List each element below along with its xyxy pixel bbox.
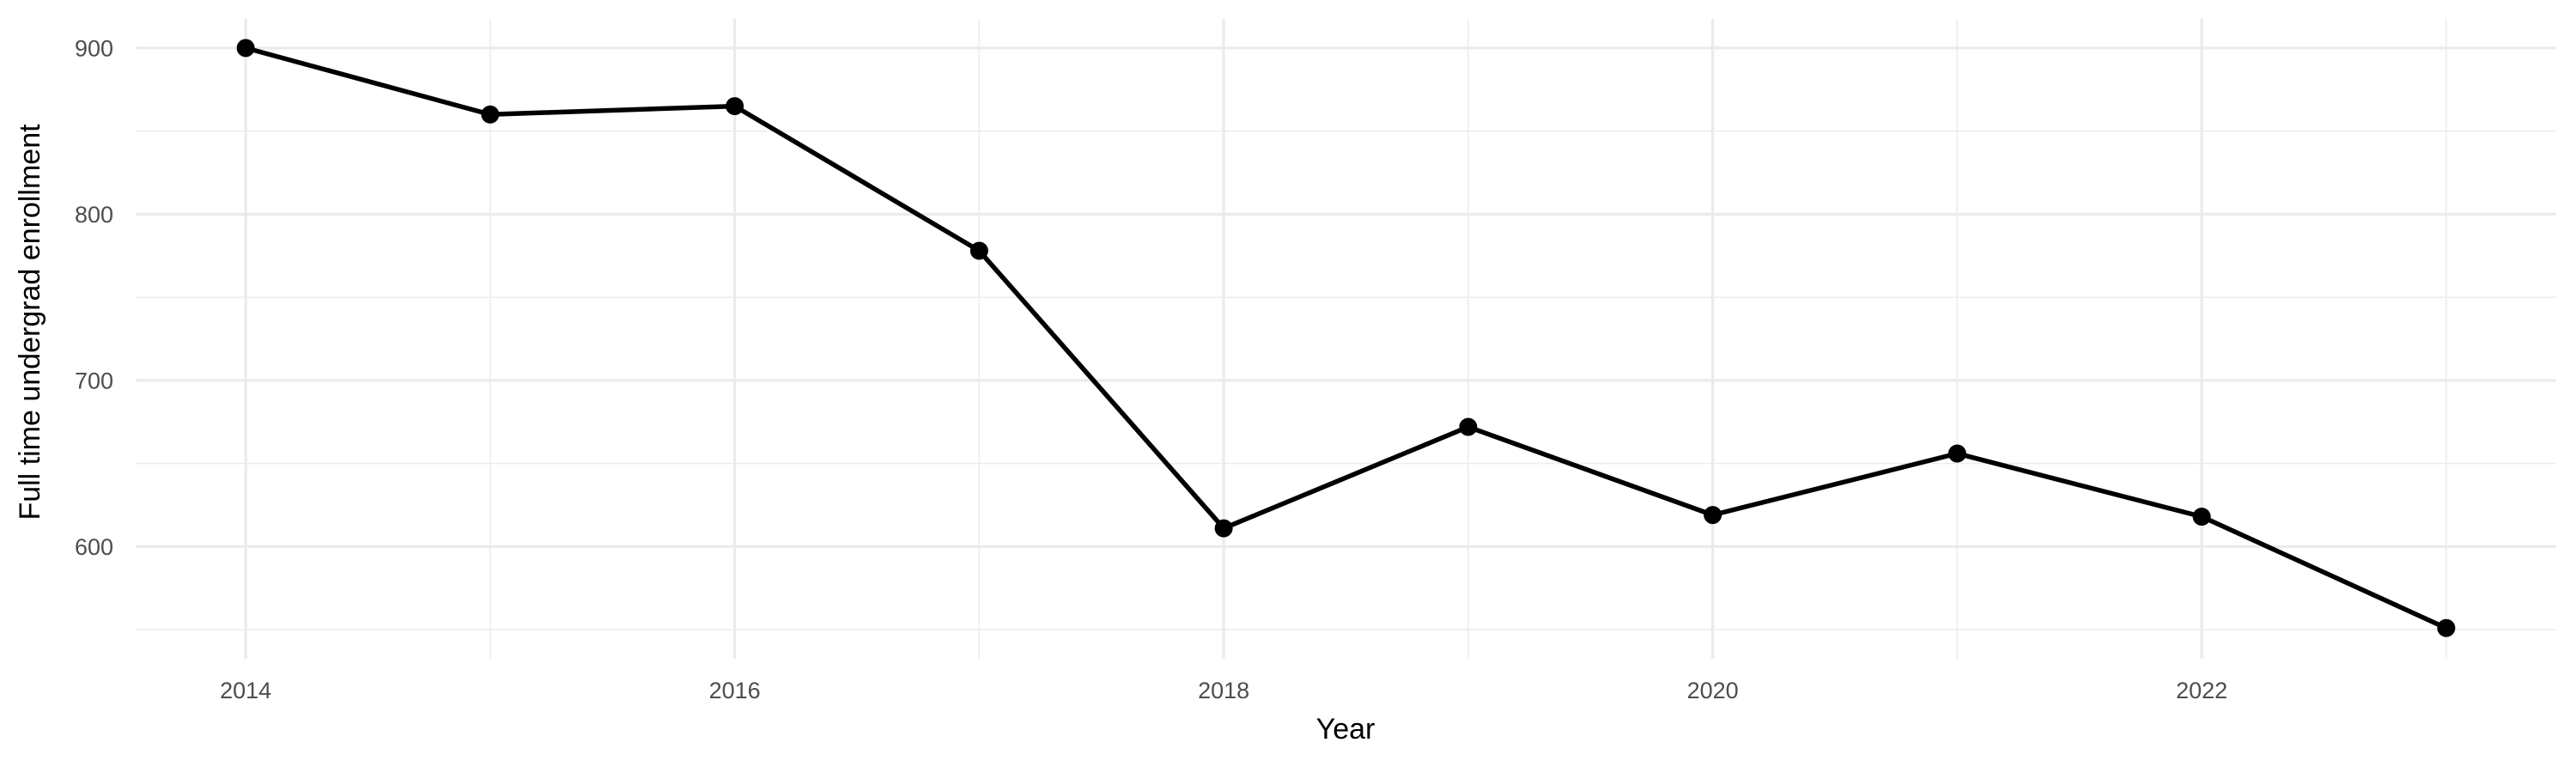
minor-gridlines — [136, 19, 2556, 659]
data-point — [1947, 444, 1966, 463]
x-tick-label: 2014 — [220, 678, 271, 703]
y-tick-label: 700 — [75, 368, 113, 393]
data-point — [236, 39, 255, 58]
series-line — [243, 46, 2449, 630]
y-axis-title: Full time undergrad enrollment — [14, 124, 46, 520]
x-tick-label: 2016 — [709, 678, 761, 703]
x-axis-tick-labels: 2014 2016 2018 2020 2022 — [220, 678, 2227, 703]
x-tick-label: 2022 — [2176, 678, 2227, 703]
data-series — [236, 39, 2456, 637]
x-tick-label: 2018 — [1198, 678, 1249, 703]
data-point — [1459, 417, 1478, 436]
data-point — [969, 241, 988, 260]
data-point — [2192, 508, 2211, 526]
y-axis-tick-labels: 600 700 800 900 — [75, 35, 113, 560]
x-tick-label: 2020 — [1687, 678, 1739, 703]
y-tick-label: 600 — [75, 534, 113, 560]
data-point — [726, 97, 744, 116]
data-point — [2437, 618, 2456, 637]
data-point — [1214, 519, 1233, 538]
y-tick-label: 800 — [75, 202, 113, 228]
major-gridlines — [136, 19, 2556, 659]
data-point — [481, 105, 500, 124]
x-axis-title: Year — [1316, 713, 1376, 746]
data-point — [1704, 506, 1722, 525]
y-tick-label: 900 — [75, 35, 113, 61]
